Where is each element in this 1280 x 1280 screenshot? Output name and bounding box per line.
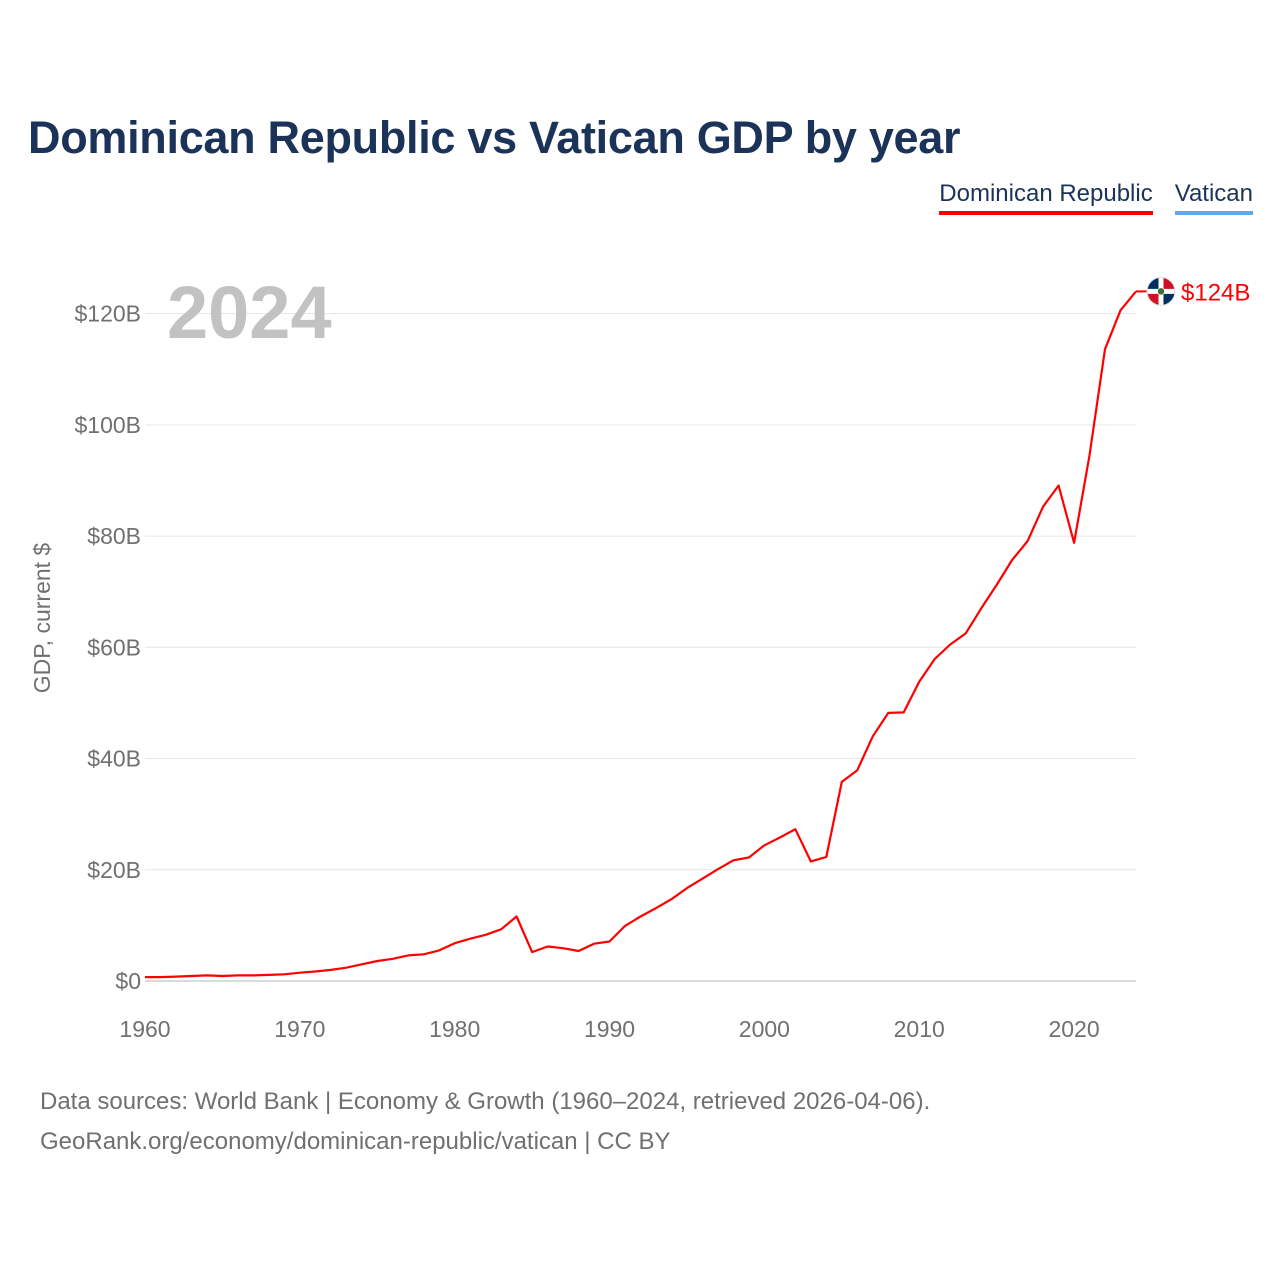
y-tick-label: $60B: [87, 634, 141, 660]
x-tick-label: 1960: [119, 1016, 170, 1042]
y-tick-label: $100B: [74, 412, 141, 438]
y-tick-label: $120B: [74, 301, 141, 327]
x-tick-label: 1980: [429, 1016, 480, 1042]
y-tick-label: $40B: [87, 746, 141, 772]
y-axis-label: GDP, current $: [29, 543, 55, 694]
dominican-republic-flag-icon: [1146, 276, 1176, 306]
y-tick-label: $20B: [87, 857, 141, 883]
x-tick-label: 2020: [1048, 1016, 1099, 1042]
end-value-label: $124B: [1181, 279, 1250, 306]
y-tick-label: $0: [115, 968, 141, 994]
gdp-line-chart: $0 $20B $40B $60B $80B $100B $120B 1960 1970 198…: [29, 271, 1250, 1042]
legend-item-vatican[interactable]: Vatican: [1174, 180, 1253, 215]
legend: Dominican Republic Vatican: [939, 180, 1253, 215]
x-tick-label: 2000: [739, 1016, 790, 1042]
x-tick-label: 2010: [894, 1016, 945, 1042]
x-tick-label: 1970: [274, 1016, 325, 1042]
footer-link[interactable]: GeoRank.org/economy/dominican-republic/v…: [40, 1128, 671, 1155]
series-line-dominican-republic[interactable]: [145, 290, 1137, 979]
footer: Data sources: World Bank | Economy & Gro…: [40, 1082, 930, 1162]
chart-title: Dominican Republic vs Vatican GDP by yea…: [28, 112, 961, 163]
legend-item-dominican-republic[interactable]: Dominican Republic: [939, 180, 1153, 215]
year-watermark: 2024: [167, 271, 332, 354]
y-tick-label: $80B: [87, 523, 141, 549]
footer-sources: Data sources: World Bank | Economy & Gro…: [40, 1088, 931, 1115]
x-tick-label: 1990: [584, 1016, 635, 1042]
